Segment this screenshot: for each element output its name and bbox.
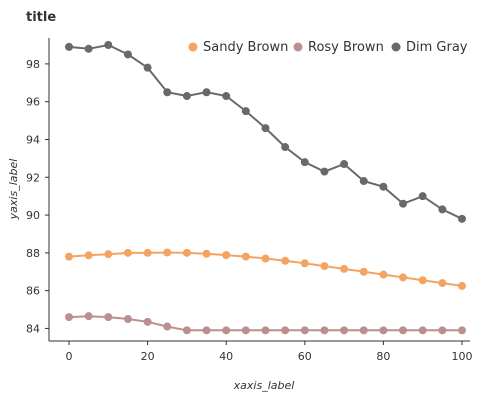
data-point-dim-gray: [143, 63, 152, 72]
data-point-sandy-brown: [222, 251, 231, 260]
data-point-sandy-brown: [359, 267, 368, 276]
legend-label-sandy-brown: Sandy Brown: [203, 40, 288, 55]
legend: Sandy Brown Rosy Brown Dim Gray: [188, 40, 468, 55]
data-point-sandy-brown: [65, 252, 73, 261]
y-tick-label: 98: [26, 58, 40, 71]
y-tick-label: 86: [26, 285, 40, 298]
legend-marker-dim-gray: [391, 42, 401, 52]
data-point-dim-gray: [359, 177, 368, 186]
data-point-dim-gray: [340, 160, 349, 169]
data-point-dim-gray: [182, 92, 191, 101]
x-tick-label: 60: [298, 350, 312, 363]
data-point-rosy-brown: [84, 312, 93, 321]
data-point-sandy-brown: [438, 279, 447, 288]
data-point-sandy-brown: [123, 248, 132, 257]
data-point-rosy-brown: [241, 326, 250, 335]
data-point-sandy-brown: [399, 273, 408, 282]
data-point-sandy-brown: [281, 256, 290, 265]
y-tick-label: 94: [26, 133, 40, 146]
legend-label-rosy-brown: Rosy Brown: [308, 40, 384, 55]
data-point-sandy-brown: [202, 249, 211, 258]
data-point-rosy-brown: [104, 313, 113, 322]
data-point-rosy-brown: [359, 326, 368, 335]
data-point-dim-gray: [438, 205, 447, 214]
data-point-rosy-brown: [379, 326, 388, 335]
legend-label-dim-gray: Dim Gray: [406, 40, 468, 55]
y-tick-label: 90: [26, 209, 40, 222]
data-point-rosy-brown: [300, 326, 309, 335]
data-point-sandy-brown: [163, 248, 172, 257]
x-axis-ticks: 0 20 40 60 80 100: [66, 341, 473, 363]
data-point-sandy-brown: [418, 276, 427, 285]
x-tick-label: 100: [452, 350, 473, 363]
data-point-sandy-brown: [340, 264, 349, 273]
data-point-dim-gray: [104, 41, 113, 49]
data-point-rosy-brown: [261, 326, 270, 335]
x-tick-label: 80: [376, 350, 390, 363]
data-point-sandy-brown: [84, 251, 93, 260]
data-point-dim-gray: [222, 92, 231, 101]
data-point-sandy-brown: [241, 252, 250, 261]
data-point-rosy-brown: [163, 322, 172, 331]
y-tick-label: 88: [26, 247, 40, 260]
data-point-dim-gray: [379, 182, 388, 191]
data-point-dim-gray: [84, 44, 93, 53]
data-point-rosy-brown: [418, 326, 427, 335]
data-point-rosy-brown: [123, 314, 132, 323]
data-point-dim-gray: [261, 124, 270, 133]
x-tick-label: 40: [219, 350, 233, 363]
y-tick-label: 92: [26, 171, 40, 184]
legend-marker-sandy-brown: [188, 42, 198, 52]
data-point-sandy-brown: [458, 281, 466, 290]
y-tick-label: 84: [26, 322, 40, 335]
x-tick-label: 0: [66, 350, 73, 363]
chart-title: title: [26, 10, 56, 25]
data-point-sandy-brown: [379, 270, 388, 279]
x-tick-label: 20: [141, 350, 155, 363]
data-point-rosy-brown: [399, 326, 408, 335]
data-point-dim-gray: [65, 42, 73, 51]
data-point-rosy-brown: [202, 326, 211, 335]
legend-marker-rosy-brown: [293, 42, 303, 52]
x-axis-label: xaxis_label: [233, 379, 295, 392]
data-point-sandy-brown: [300, 259, 309, 268]
data-point-rosy-brown: [458, 326, 466, 335]
data-point-dim-gray: [399, 199, 408, 208]
data-point-dim-gray: [320, 167, 329, 176]
data-point-rosy-brown: [65, 313, 73, 322]
data-point-dim-gray: [202, 88, 211, 97]
y-axis-ticks: 84 86 88 90 92 94 96 98: [26, 58, 49, 335]
data-point-rosy-brown: [438, 326, 447, 335]
data-point-sandy-brown: [104, 250, 113, 259]
data-point-dim-gray: [281, 143, 290, 152]
data-point-rosy-brown: [182, 326, 191, 335]
data-point-rosy-brown: [340, 326, 349, 335]
data-point-rosy-brown: [281, 326, 290, 335]
data-point-sandy-brown: [143, 248, 152, 257]
data-point-dim-gray: [163, 88, 172, 97]
data-point-dim-gray: [300, 158, 309, 167]
data-point-dim-gray: [418, 192, 427, 201]
y-axis-label: yaxis_label: [7, 159, 20, 221]
data-point-dim-gray: [241, 107, 250, 116]
data-point-rosy-brown: [320, 326, 329, 335]
plot-area: [65, 41, 466, 335]
y-tick-label: 96: [26, 96, 40, 109]
data-point-sandy-brown: [320, 262, 329, 271]
data-point-sandy-brown: [182, 248, 191, 257]
data-point-dim-gray: [458, 214, 466, 223]
data-point-dim-gray: [123, 50, 132, 59]
data-point-rosy-brown: [222, 326, 231, 335]
data-point-rosy-brown: [143, 317, 152, 326]
data-point-sandy-brown: [261, 254, 270, 263]
